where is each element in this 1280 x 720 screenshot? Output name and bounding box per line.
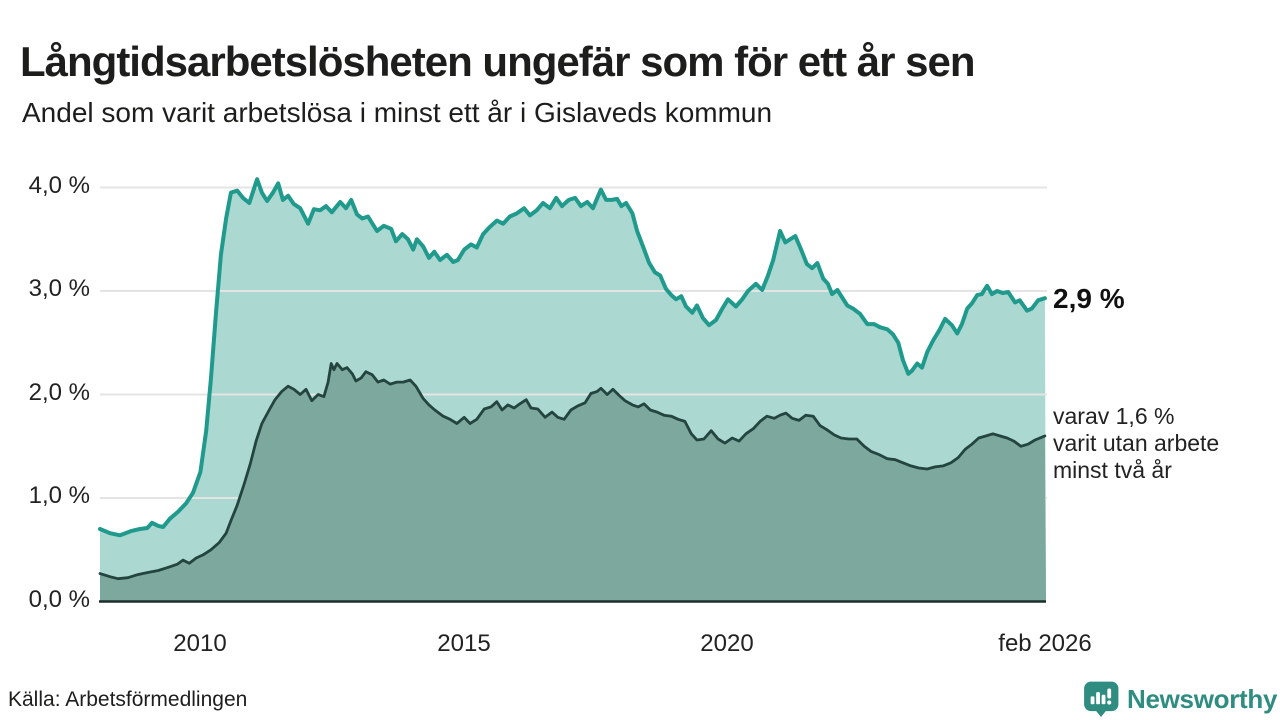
newsworthy-wordmark: Newsworthy — [1127, 683, 1278, 714]
page-title: Långtidsarbetslösheten ungefär som för e… — [20, 38, 976, 86]
y-tick-label-1: 1,0 % — [28, 481, 90, 509]
bar-1 — [1090, 696, 1095, 705]
secondary-value-line2: varit utan arbete — [1053, 430, 1220, 456]
series-min-two-years-line — [98, 362, 1047, 581]
y-tick-label-3: 3,0 % — [28, 274, 90, 302]
x-tick-label-2020: 2020 — [700, 630, 754, 657]
secondary-value-line3: minst två år — [1053, 457, 1172, 483]
x-tick-label-2015: 2015 — [437, 630, 491, 657]
newsworthy-pin-icon — [1084, 681, 1119, 717]
y-tick-label-2: 2,0 % — [28, 378, 90, 406]
secondary-value-label: varav 1,6 % varit utan arbete minst två … — [1053, 403, 1219, 484]
bar-2 — [1096, 692, 1100, 705]
x-tick-label-feb-2026: feb 2026 — [998, 630, 1092, 657]
x-tick-label-2010: 2010 — [173, 630, 227, 657]
newsworthy-logo: Newsworthy — [1082, 680, 1277, 718]
secondary-value-line1: varav 1,6 % — [1053, 403, 1175, 429]
y-tick-label-4: 4,0 % — [28, 171, 90, 199]
exclamation-dot — [1107, 700, 1112, 705]
chart-subtitle: Andel som varit arbetslösa i minst ett å… — [22, 97, 773, 128]
bar-3 — [1101, 694, 1106, 705]
y-tick-label-0: 0,0 % — [28, 585, 90, 613]
series-min-two-years-area — [100, 363, 1046, 602]
latest-value-label: 2,9 % — [1053, 283, 1125, 314]
exclamation-stem — [1107, 688, 1112, 699]
pin-shape — [1084, 681, 1119, 717]
source-caption: Källa: Arbetsförmedlingen — [8, 688, 248, 711]
series-min-one-year-line — [98, 177, 1047, 538]
